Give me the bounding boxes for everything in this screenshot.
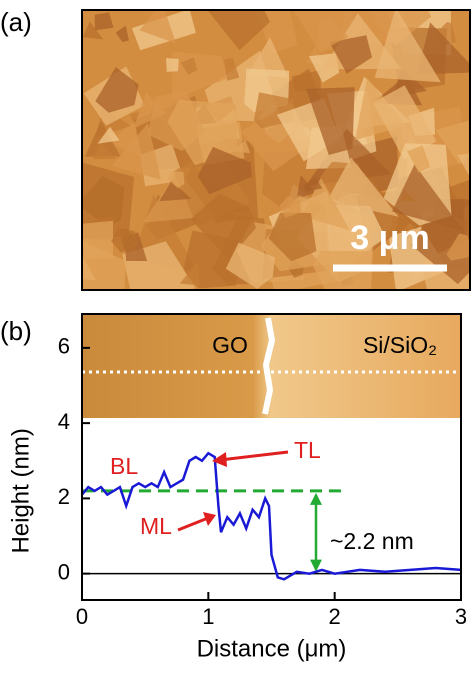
flake [301,177,350,231]
x-axis-label: Distance (μm) [197,635,347,662]
pointer-arrow [177,516,209,532]
arrow-head [203,512,216,526]
pointer-arrow [219,450,289,462]
annotation: GO [212,332,248,358]
flake [111,123,161,180]
flake [82,162,135,240]
y-axis-label: Height (nm) [7,428,34,553]
annotation: BL [110,453,138,479]
flake [97,126,120,144]
flake [115,25,129,42]
flake [268,212,317,262]
afm-image [82,10,470,290]
flake [166,58,179,72]
y-tick-label: 4 [58,409,70,434]
image-frame [81,9,471,291]
panel-label: (b) [0,316,32,346]
flake [312,250,373,290]
x-tick-label: 3 [455,604,467,629]
flake [167,170,185,188]
y-tick-label: 2 [58,484,70,509]
flake [279,196,302,218]
flake [446,233,470,261]
arrow-head [212,452,227,467]
flake [303,177,323,192]
flake [435,120,470,164]
flake [374,10,441,83]
flake [392,164,464,231]
flake [373,85,437,160]
flake [180,57,198,75]
flake [224,57,240,81]
annotation: Si/SiO₂ [363,332,437,358]
flake [95,67,139,113]
flake [318,16,349,52]
flake [93,142,117,160]
panel-label: (a) [0,7,32,37]
flake [306,87,355,155]
step-edge [262,317,276,415]
flake [179,262,201,286]
annotation: ML [140,513,172,539]
plot-frame [81,313,462,601]
flake [207,10,270,51]
x-tick-label: 2 [329,604,341,629]
flake [133,92,167,129]
flake [139,10,177,44]
flake [400,189,416,202]
flake [417,22,470,75]
flake [159,180,192,202]
flake [94,12,114,31]
flake [329,35,372,74]
flake [82,21,104,40]
annotation: TL [294,437,321,463]
flake [407,145,431,173]
annotation: ~2.2 nm [330,528,414,554]
scale-bar-label: 3 μm [350,219,429,257]
flake [327,157,399,217]
flake [225,242,275,289]
flake [167,99,238,166]
x-tick-label: 0 [76,604,88,629]
y-tick-label: 6 [58,334,70,359]
y-tick-label: 0 [58,559,70,584]
height-profile [81,451,462,581]
flake [197,146,252,195]
flake [457,153,470,175]
flake [247,37,289,78]
arrow-head [310,559,322,572]
arrow-head [310,492,322,505]
flake [82,240,126,290]
flake [111,227,137,253]
x-tick-label: 1 [202,604,214,629]
